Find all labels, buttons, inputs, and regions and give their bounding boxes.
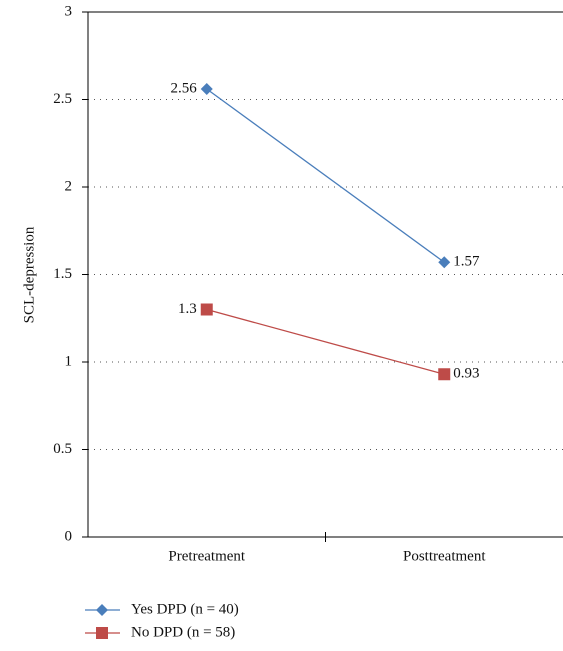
data-label: 1.3 (178, 301, 197, 317)
legend-label: Yes DPD (n = 40) (131, 601, 239, 617)
series-line (206, 88, 445, 263)
series-line (206, 308, 445, 375)
data-label: 1.57 (453, 254, 480, 270)
y-tick-label: 3 (65, 3, 73, 19)
legend-marker (96, 627, 108, 639)
y-tick-label: 0.5 (53, 441, 72, 457)
legend-label: No DPD (n = 58) (131, 624, 235, 640)
point (438, 256, 451, 269)
point (200, 83, 213, 95)
point (438, 368, 451, 381)
y-tick-label: 0 (65, 528, 73, 544)
y-tick-label: 1 (65, 353, 73, 369)
x-tick-label: Pretreatment (168, 548, 245, 564)
y-tick-label: 2.5 (53, 91, 72, 107)
point (200, 303, 213, 316)
data-label: 0.93 (453, 366, 479, 382)
x-tick-label: Posttreatment (403, 548, 486, 564)
y-tick-label: 1.5 (53, 266, 72, 282)
y-axis-label: SCL-depression (21, 226, 37, 323)
data-label: 2.56 (171, 80, 198, 96)
y-tick-label: 2 (65, 178, 73, 194)
legend-marker (96, 604, 108, 616)
